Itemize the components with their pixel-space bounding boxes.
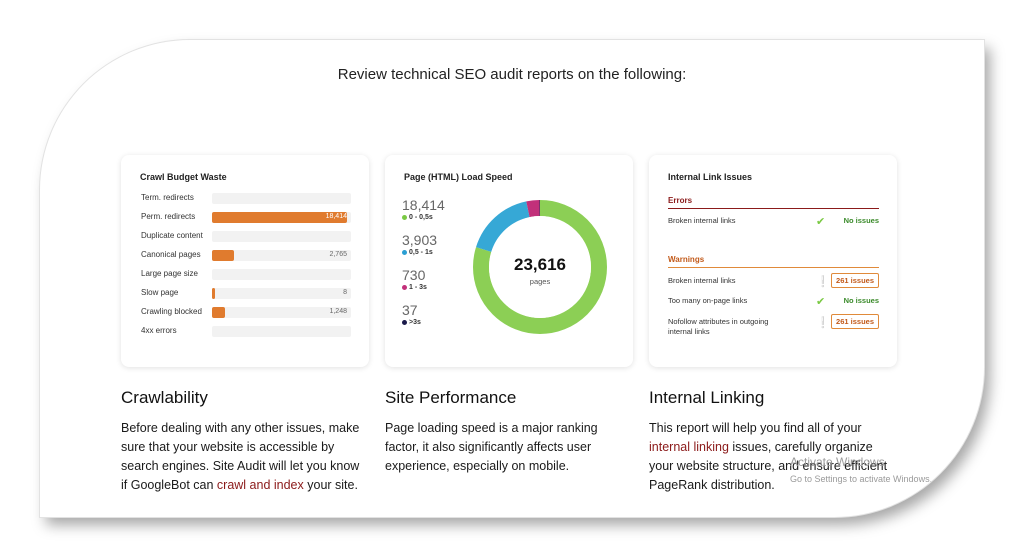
crawlability-text: Before dealing with any other issues, ma… — [121, 419, 366, 495]
load-speed-legend-item[interactable]: 730 1 - 3s — [402, 267, 427, 291]
load-speed-title: Page (HTML) Load Speed — [404, 172, 513, 182]
crawl-budget-row-label: Perm. redirects — [141, 212, 196, 221]
crawlability-title: Crawlability — [121, 388, 208, 407]
crawl-budget-bar-track: 2,765 — [212, 250, 351, 261]
performance-title: Site Performance — [385, 388, 517, 407]
load-speed-range: 1 - 3s — [402, 284, 427, 291]
crawl-budget-row[interactable]: Term. redirects — [141, 193, 351, 205]
il-row-status[interactable]: 261 issues — [831, 314, 879, 329]
crawl-budget-row-value: 18,414 — [325, 213, 347, 220]
crawl-budget-bar-fill — [212, 288, 215, 299]
crawl-budget-row-label: Canonical pages — [141, 250, 201, 259]
content-frame: Review technical SEO audit reports on th… — [40, 40, 984, 517]
crawl-budget-row[interactable]: Slow page 8 — [141, 288, 351, 300]
crawl-budget-bar-track: 1,248 — [212, 307, 351, 318]
crawl-budget-bar-track — [212, 231, 351, 242]
load-speed-range-text: 0 - 0,5s — [409, 214, 433, 221]
crawl-budget-row[interactable]: Large page size — [141, 269, 351, 281]
crawl-budget-row[interactable]: 4xx errors — [141, 326, 351, 338]
crawl-budget-row-value: 8 — [343, 289, 347, 296]
crawl-budget-bar-track: 8 — [212, 288, 351, 299]
il-row-label: Too many on-page links — [668, 296, 748, 305]
load-speed-card[interactable]: Page (HTML) Load Speed 18,414 0 - 0,5s 3,9… — [385, 155, 633, 367]
crawl-budget-row-value: 1,248 — [329, 308, 347, 315]
il-row-label: Nofollow attributes in outgoing internal… — [668, 317, 769, 336]
crawl-budget-row-label: 4xx errors — [141, 326, 177, 335]
load-speed-legend-item[interactable]: 3,903 0,5 - 1s — [402, 232, 437, 256]
crawl-budget-bar-fill — [212, 212, 347, 223]
load-speed-range: 0,5 - 1s — [402, 249, 437, 256]
warnings-heading: Warnings — [668, 255, 705, 264]
page-headline: Review technical SEO audit reports on th… — [337, 66, 687, 83]
performance-text: Page loading speed is a major ranking fa… — [385, 421, 598, 473]
crawl-budget-title: Crawl Budget Waste — [140, 172, 227, 182]
load-speed-legend-item[interactable]: 37 >3s — [402, 302, 421, 326]
warnings-divider — [668, 267, 879, 268]
errors-divider — [668, 208, 879, 209]
warning-icon: ❕ — [816, 317, 830, 329]
load-speed-count: 37 — [402, 302, 418, 318]
load-speed-range: >3s — [402, 319, 421, 326]
crawl-budget-row-value: 2,765 — [329, 251, 347, 258]
crawl-budget-bar-track — [212, 269, 351, 280]
crawl-budget-row[interactable]: Canonical pages 2,765 — [141, 250, 351, 262]
crawl-budget-row[interactable]: Duplicate content — [141, 231, 351, 243]
legend-dot-icon — [402, 319, 407, 325]
linking-text-post: issues, carefully organize your website … — [649, 440, 888, 492]
linking-title: Internal Linking — [649, 388, 765, 407]
internal-links-title: Internal Link Issues — [668, 172, 753, 182]
crawl-budget-row-label: Slow page — [141, 288, 179, 297]
donut-segment[interactable] — [473, 200, 607, 334]
checkmark-icon: ✔ — [816, 216, 826, 228]
il-row-label: Broken internal links — [668, 216, 736, 225]
crawl-budget-card[interactable]: Crawl Budget Waste Term. redirects Perm. … — [121, 155, 369, 367]
load-speed-range-text: 1 - 3s — [409, 284, 427, 291]
load-speed-count: 3,903 — [402, 232, 438, 248]
crawl-budget-row[interactable]: Crawling blocked 1,248 — [141, 307, 351, 319]
crawl-budget-row-label: Duplicate content — [141, 231, 203, 240]
crawl-and-index-link[interactable]: crawl and index — [216, 478, 304, 492]
legend-dot-icon — [402, 284, 407, 290]
load-speed-legend-item[interactable]: 18,414 0 - 0,5s — [402, 197, 445, 221]
checkmark-icon: ✔ — [816, 296, 826, 308]
crawl-budget-row-label: Large page size — [141, 269, 198, 278]
crawl-budget-row-label: Term. redirects — [141, 193, 194, 202]
load-speed-donut: 23,616 pages — [473, 200, 607, 334]
warning-icon: ❕ — [816, 276, 830, 288]
crawl-budget-bar-fill — [212, 307, 225, 318]
linking-text-pre: This report will help you find all of yo… — [649, 421, 862, 435]
internal-linking-link[interactable]: internal linking — [649, 440, 729, 454]
errors-heading: Errors — [668, 196, 693, 205]
activation-watermark-title: Activate Windows — [790, 455, 885, 469]
donut-total-label: pages — [530, 277, 551, 286]
donut-hole — [489, 216, 591, 318]
load-speed-count: 18,414 — [402, 197, 445, 213]
crawlability-text-post: your site. — [303, 478, 358, 492]
crawl-budget-bar-track — [212, 193, 351, 204]
crawl-budget-bar-fill — [212, 250, 235, 261]
linking-text: This report will help you find all of yo… — [649, 419, 894, 495]
il-row-status[interactable]: 261 issues — [831, 273, 879, 288]
crawl-budget-bar-track — [212, 326, 351, 337]
donut-total: 23,616 — [514, 255, 566, 274]
legend-dot-icon — [402, 249, 407, 255]
il-row-label: Broken internal links — [668, 276, 736, 285]
load-speed-range-text: >3s — [409, 319, 421, 326]
crawl-budget-row-label: Crawling blocked — [141, 307, 202, 316]
activation-watermark-text: Go to Settings to activate Windows. — [790, 474, 933, 484]
crawl-budget-row[interactable]: Perm. redirects 18,414 — [141, 212, 351, 224]
legend-dot-icon — [402, 214, 407, 220]
load-speed-count: 730 — [402, 267, 426, 283]
load-speed-range: 0 - 0,5s — [402, 214, 445, 221]
crawlability-text-pre: Before dealing with any other issues, ma… — [121, 421, 360, 492]
internal-links-card[interactable]: Internal Link Issues Errors Broken inter… — [649, 155, 897, 367]
crawl-budget-bar-track: 18,414 — [212, 212, 351, 223]
il-row-status: No issues — [843, 216, 879, 225]
il-row-status: No issues — [843, 296, 879, 305]
load-speed-range-text: 0,5 - 1s — [409, 249, 433, 256]
